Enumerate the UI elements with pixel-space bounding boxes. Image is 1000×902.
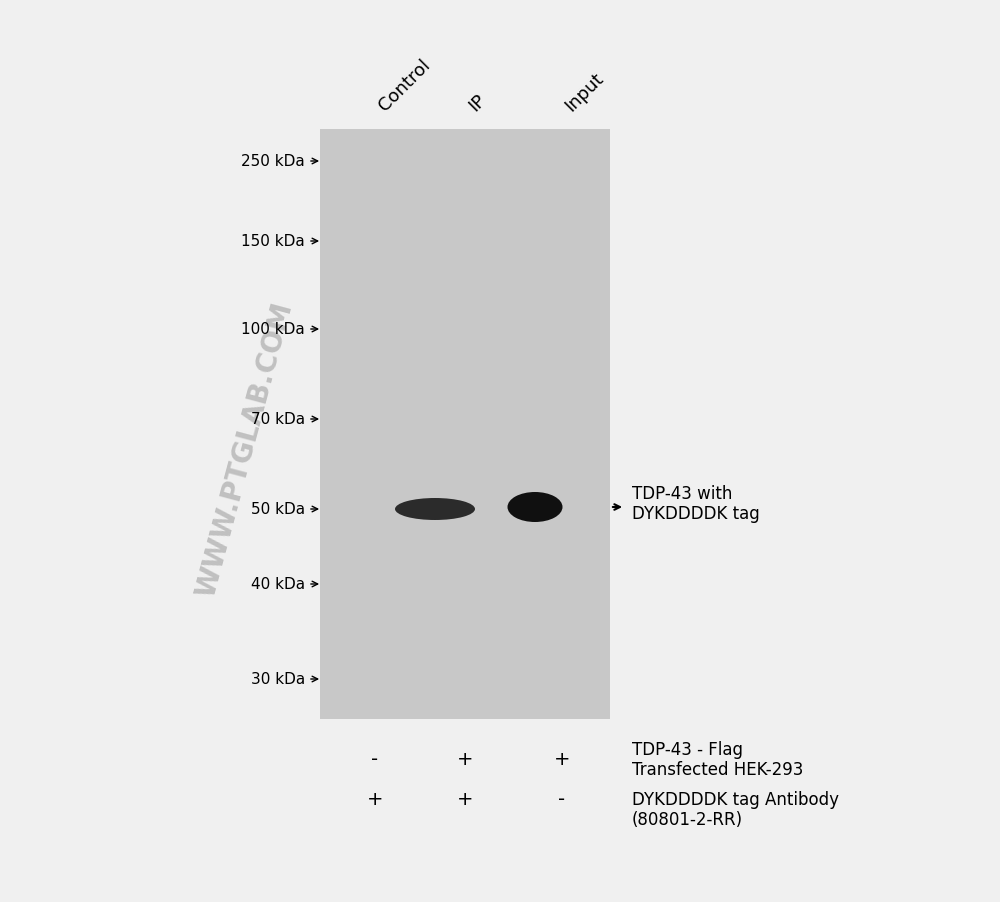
Text: TDP-43 - Flag
Transfected HEK-293: TDP-43 - Flag Transfected HEK-293 [632,740,803,778]
Text: 70 kDa: 70 kDa [251,412,305,427]
Text: IP: IP [465,91,489,115]
Text: Input: Input [562,69,608,115]
Text: +: + [457,789,473,808]
Text: Control: Control [375,56,434,115]
Ellipse shape [395,499,475,520]
Text: -: - [558,789,566,808]
Text: WWW.PTGLAB.COM: WWW.PTGLAB.COM [192,299,298,600]
Text: -: - [371,750,379,769]
Text: TDP-43 with
DYKDDDDK tag: TDP-43 with DYKDDDDK tag [632,484,760,523]
Text: 150 kDa: 150 kDa [241,235,305,249]
Bar [320,130,610,719]
Text: 250 kDa: 250 kDa [241,154,305,170]
Text: DYKDDDDK tag Antibody
(80801-2-RR): DYKDDDDK tag Antibody (80801-2-RR) [632,790,839,828]
Text: +: + [457,750,473,769]
Text: 40 kDa: 40 kDa [251,577,305,592]
Text: +: + [367,789,383,808]
Ellipse shape [508,492,562,522]
Text: +: + [554,750,570,769]
Text: 50 kDa: 50 kDa [251,502,305,517]
Text: 100 kDa: 100 kDa [241,322,305,337]
Text: 30 kDa: 30 kDa [251,672,305,686]
